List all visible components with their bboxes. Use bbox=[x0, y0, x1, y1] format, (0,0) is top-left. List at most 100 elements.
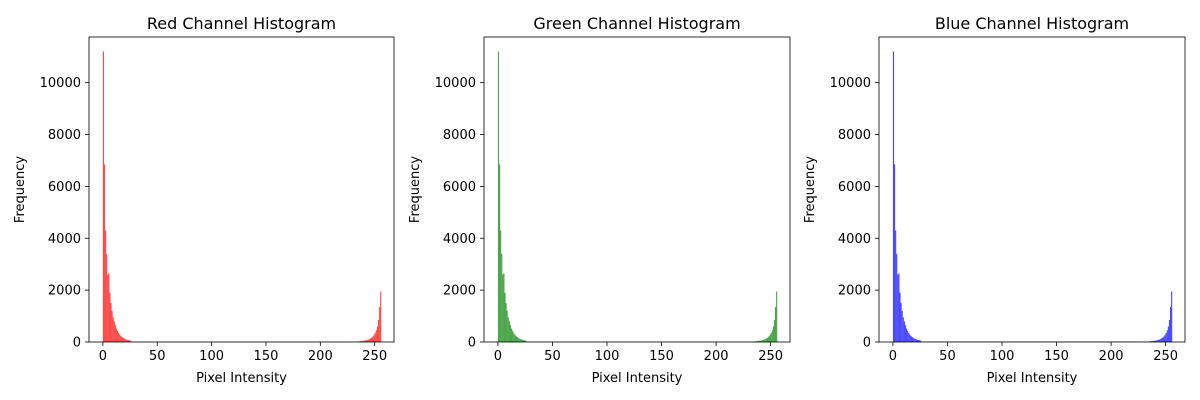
histogram-bar bbox=[108, 273, 110, 342]
histogram-bar bbox=[1162, 337, 1164, 342]
x-axis-label: Pixel Intensity bbox=[592, 371, 683, 386]
histogram-bar bbox=[508, 321, 510, 342]
histogram-bar bbox=[1151, 341, 1153, 342]
histogram-bar bbox=[1164, 334, 1166, 342]
histogram-bar bbox=[1154, 340, 1156, 342]
histogram-bar bbox=[771, 330, 773, 342]
histogram-bar bbox=[374, 332, 376, 342]
histogram-bar bbox=[372, 336, 374, 342]
histogram-bar bbox=[119, 334, 121, 342]
histogram-bar bbox=[501, 253, 503, 342]
histogram-bar bbox=[1161, 338, 1163, 342]
y-tick-label: 6000 bbox=[48, 180, 81, 195]
histogram-bar bbox=[1153, 340, 1155, 342]
histogram-bar bbox=[118, 332, 120, 342]
histogram-bar bbox=[756, 341, 758, 342]
x-tick-label: 0 bbox=[494, 349, 502, 364]
histogram-bar bbox=[766, 338, 768, 342]
histogram-bar bbox=[899, 292, 901, 342]
histogram-bar bbox=[362, 340, 364, 342]
histogram-bar bbox=[902, 317, 904, 342]
histogram-bar bbox=[497, 51, 500, 343]
histogram-bar bbox=[769, 334, 771, 342]
histogram-bar bbox=[764, 339, 766, 342]
x-tick-label: 250 bbox=[1153, 349, 1178, 364]
histogram-bar bbox=[909, 334, 911, 342]
histogram-bar bbox=[920, 340, 922, 342]
histogram-bar bbox=[760, 340, 762, 342]
y-tick-label: 0 bbox=[468, 336, 476, 351]
histogram-bar bbox=[366, 340, 368, 342]
y-tick-label: 4000 bbox=[48, 232, 81, 247]
y-axis-label: Frequency bbox=[803, 156, 818, 223]
x-axis-label: Pixel Intensity bbox=[987, 371, 1078, 386]
histogram-bar bbox=[360, 341, 362, 342]
axes-frame bbox=[483, 36, 791, 343]
histogram-bar bbox=[758, 340, 760, 342]
chart-title: Green Channel Histogram bbox=[533, 14, 740, 33]
histogram-bar bbox=[901, 310, 903, 342]
histogram-bar bbox=[1167, 326, 1169, 342]
histogram-bar bbox=[910, 335, 912, 342]
x-tick-label: 100 bbox=[595, 349, 620, 364]
y-tick-label: 0 bbox=[863, 336, 871, 351]
histogram-bar bbox=[759, 340, 761, 342]
histogram-bar bbox=[768, 336, 770, 342]
histogram-bar bbox=[106, 253, 108, 342]
histogram-bar bbox=[103, 164, 106, 342]
histogram-bar bbox=[521, 339, 524, 342]
x-tick-label: 50 bbox=[149, 349, 166, 364]
x-tick-label: 0 bbox=[889, 349, 897, 364]
histogram-bar bbox=[897, 274, 899, 342]
histogram-bar bbox=[361, 340, 363, 342]
histogram-bar bbox=[113, 321, 115, 342]
histogram-bar bbox=[364, 340, 367, 342]
histogram-bar bbox=[120, 335, 122, 342]
x-tick-label: 150 bbox=[254, 349, 279, 364]
y-tick-label: 10000 bbox=[435, 76, 476, 91]
histogram-bar bbox=[371, 337, 373, 342]
histogram-bar bbox=[904, 325, 907, 342]
y-axis-label: Frequency bbox=[408, 156, 423, 223]
histogram-bar bbox=[513, 332, 515, 342]
histogram-bar bbox=[375, 330, 377, 342]
x-tick-label: 150 bbox=[649, 349, 674, 364]
x-tick-label: 100 bbox=[199, 349, 224, 364]
histogram-bar bbox=[512, 330, 514, 342]
histogram-bar bbox=[912, 337, 914, 342]
histogram-bar bbox=[892, 51, 895, 343]
histogram-bar bbox=[112, 317, 114, 342]
chart-panel-1: 0 50 100 150 200 250 0 2000 4000 6000 8000 10000 Gre… bbox=[408, 14, 791, 386]
y-tick-label: 6000 bbox=[838, 180, 871, 195]
histogram-bar bbox=[111, 310, 113, 342]
histogram-bar bbox=[900, 303, 902, 342]
y-tick-label: 8000 bbox=[443, 128, 476, 143]
histogram-bar bbox=[524, 340, 526, 342]
histogram-bar bbox=[1165, 332, 1167, 342]
histogram-bar bbox=[109, 292, 111, 342]
histogram-bar bbox=[1152, 340, 1154, 342]
histogram-bar bbox=[1163, 336, 1165, 342]
histogram-bar bbox=[509, 325, 512, 342]
histogram-bar bbox=[370, 338, 372, 342]
histogram-bar bbox=[126, 339, 128, 342]
histogram-bar bbox=[895, 230, 897, 342]
histogram-bar bbox=[504, 292, 506, 342]
axes-frame bbox=[878, 36, 1186, 343]
chart-panel-0: 0 50 100 150 200 250 0 2000 4000 6000 8000 10000 Red… bbox=[13, 14, 395, 386]
histogram-bar bbox=[519, 339, 521, 342]
histogram-bar bbox=[127, 340, 130, 342]
histogram-bar bbox=[130, 340, 132, 342]
histogram-bar bbox=[767, 337, 769, 342]
histogram-bar bbox=[507, 317, 509, 342]
histogram-bar bbox=[911, 336, 913, 342]
histogram-bar bbox=[757, 340, 759, 342]
histogram-bar bbox=[1156, 340, 1159, 342]
histogram-bar bbox=[368, 339, 370, 342]
histogram-bar bbox=[775, 306, 777, 342]
x-tick-label: 200 bbox=[1099, 349, 1124, 364]
histogram-bar bbox=[363, 340, 365, 342]
histogram-bar bbox=[763, 339, 765, 342]
histogram-bar bbox=[914, 339, 916, 342]
